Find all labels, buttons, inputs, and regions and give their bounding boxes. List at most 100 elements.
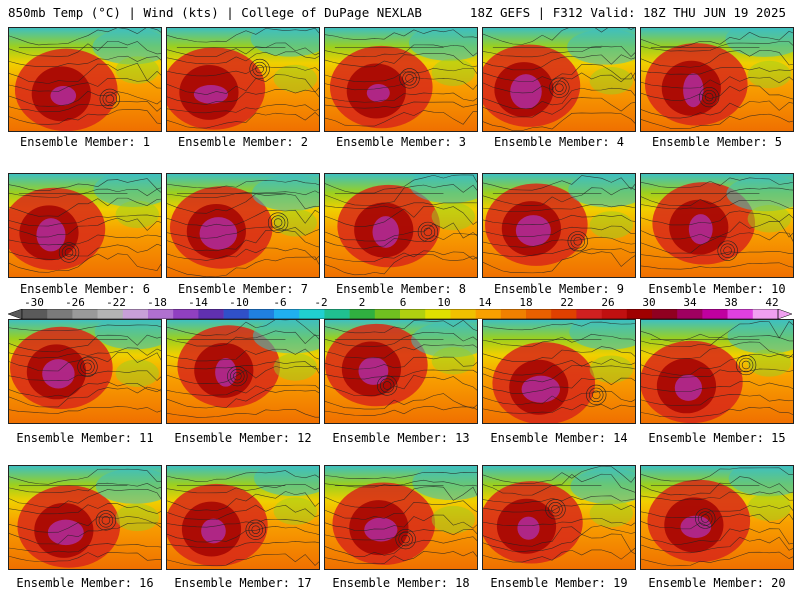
colorbar-swatch [173, 309, 199, 319]
temperature-map [641, 174, 793, 277]
ensemble-map-2 [166, 27, 320, 132]
temperature-map [9, 466, 161, 569]
ensemble-member-label: Ensemble Member: 4 [493, 135, 625, 149]
colorbar-swatch [248, 309, 275, 319]
colorbar-tick-label: 22 [560, 296, 574, 309]
temperature-map [483, 320, 635, 423]
ensemble-member-label: Ensemble Member: 3 [335, 135, 467, 149]
colorbar-swatch [727, 309, 754, 319]
colorbar-swatch [526, 309, 552, 319]
colorbar-tick-label: -30 [24, 296, 44, 309]
ensemble-member-label: Ensemble Member: 16 [16, 576, 154, 590]
temperature-map [9, 174, 161, 277]
ensemble-member-label: Ensemble Member: 8 [335, 282, 467, 296]
ensemble-member-label: Ensemble Member: 9 [493, 282, 625, 296]
colorbar-swatch [551, 309, 577, 319]
colorbar-swatch [97, 309, 124, 319]
ensemble-map-10 [640, 173, 794, 278]
colorbar-swatch [652, 309, 678, 319]
ensemble-map-4 [482, 27, 636, 132]
colorbar-tick-label: -14 [188, 296, 208, 309]
ensemble-map-8 [324, 173, 478, 278]
colorbar-swatch [626, 309, 653, 319]
colorbar-swatch [349, 309, 376, 319]
colorbar-tick-label: 38 [724, 296, 738, 309]
ensemble-member-label: Ensemble Member: 11 [16, 431, 154, 445]
colorbar-swatch [475, 309, 502, 319]
colorbar-tick-label: -22 [106, 296, 126, 309]
header-valid-time: 18Z GEFS | F312 Valid: 18Z THU JUN 19 20… [469, 5, 786, 20]
ensemble-map-6 [8, 173, 162, 278]
colorbar-tick-label: -2 [314, 296, 328, 309]
ensemble-member-label: Ensemble Member: 10 [648, 282, 786, 296]
colorbar-swatch [601, 309, 628, 319]
colorbar-tick-label: 30 [642, 296, 656, 309]
colorbar-swatch [400, 309, 426, 319]
ensemble-map-1 [8, 27, 162, 132]
ensemble-member-label: Ensemble Member: 19 [490, 576, 628, 590]
temperature-map [483, 174, 635, 277]
temperature-map [325, 466, 477, 569]
ensemble-map-11 [8, 319, 162, 424]
colorbar-swatch [324, 309, 350, 319]
ensemble-member-label: Ensemble Member: 15 [648, 431, 786, 445]
colorbar-swatch [576, 309, 602, 319]
colorbar-swatch [500, 309, 527, 319]
ensemble-member-label: Ensemble Member: 7 [177, 282, 309, 296]
colorbar-tick-label: 26 [601, 296, 615, 309]
ensemble-map-17 [166, 465, 320, 570]
ensemble-member-label: Ensemble Member: 17 [174, 576, 312, 590]
temperature-map [641, 320, 793, 423]
colorbar-tick-label: 2 [358, 296, 366, 309]
colorbar-swatch [299, 309, 325, 319]
temperature-map [167, 174, 319, 277]
ensemble-member-label: Ensemble Member: 5 [651, 135, 783, 149]
temperature-map [9, 28, 161, 131]
temperature-map [483, 466, 635, 569]
ensemble-map-19 [482, 465, 636, 570]
ensemble-map-12 [166, 319, 320, 424]
colorbar-tick-label: 6 [399, 296, 407, 309]
ensemble-member-label: Ensemble Member: 20 [648, 576, 786, 590]
temperature-map [641, 28, 793, 131]
ensemble-map-18 [324, 465, 478, 570]
colorbar-swatch [122, 309, 149, 319]
temperature-map [167, 466, 319, 569]
colorbar-swatch [72, 309, 98, 319]
ensemble-map-16 [8, 465, 162, 570]
ensemble-map-15 [640, 319, 794, 424]
colorbar-swatch [702, 309, 728, 319]
ensemble-map-13 [324, 319, 478, 424]
colorbar-tick-label: -26 [65, 296, 85, 309]
colorbar-swatch [22, 309, 48, 319]
colorbar-tick-label: 10 [437, 296, 451, 309]
colorbar-tick-label: 42 [765, 296, 779, 309]
colorbar-tick-label: -10 [229, 296, 249, 309]
temperature-map [9, 320, 161, 423]
colorbar-swatch [148, 309, 174, 319]
ensemble-map-9 [482, 173, 636, 278]
ensemble-member-label: Ensemble Member: 13 [332, 431, 470, 445]
temperature-map [325, 28, 477, 131]
ensemble-member-label: Ensemble Member: 14 [490, 431, 628, 445]
colorbar-strip [8, 309, 792, 319]
colorbar-swatch [223, 309, 250, 319]
temperature-map [167, 320, 319, 423]
colorbar-swatch [752, 309, 779, 319]
colorbar-swatch [198, 309, 224, 319]
colorbar-swatch [374, 309, 401, 319]
temperature-map [325, 174, 477, 277]
colorbar-tick-label: -18 [147, 296, 167, 309]
ensemble-map-14 [482, 319, 636, 424]
temperature-map [325, 320, 477, 423]
colorbar-swatch [47, 309, 73, 319]
ensemble-member-label: Ensemble Member: 6 [19, 282, 151, 296]
header-title: 850mb Temp (°C) | Wind (kts) | College o… [8, 5, 422, 20]
temperature-map [483, 28, 635, 131]
colorbar-tick-label: 34 [683, 296, 697, 309]
ensemble-member-label: Ensemble Member: 1 [19, 135, 151, 149]
colorbar-swatch [450, 309, 476, 319]
colorbar-tick-label: -6 [273, 296, 287, 309]
ensemble-map-7 [166, 173, 320, 278]
colorbar-swatch [677, 309, 703, 319]
